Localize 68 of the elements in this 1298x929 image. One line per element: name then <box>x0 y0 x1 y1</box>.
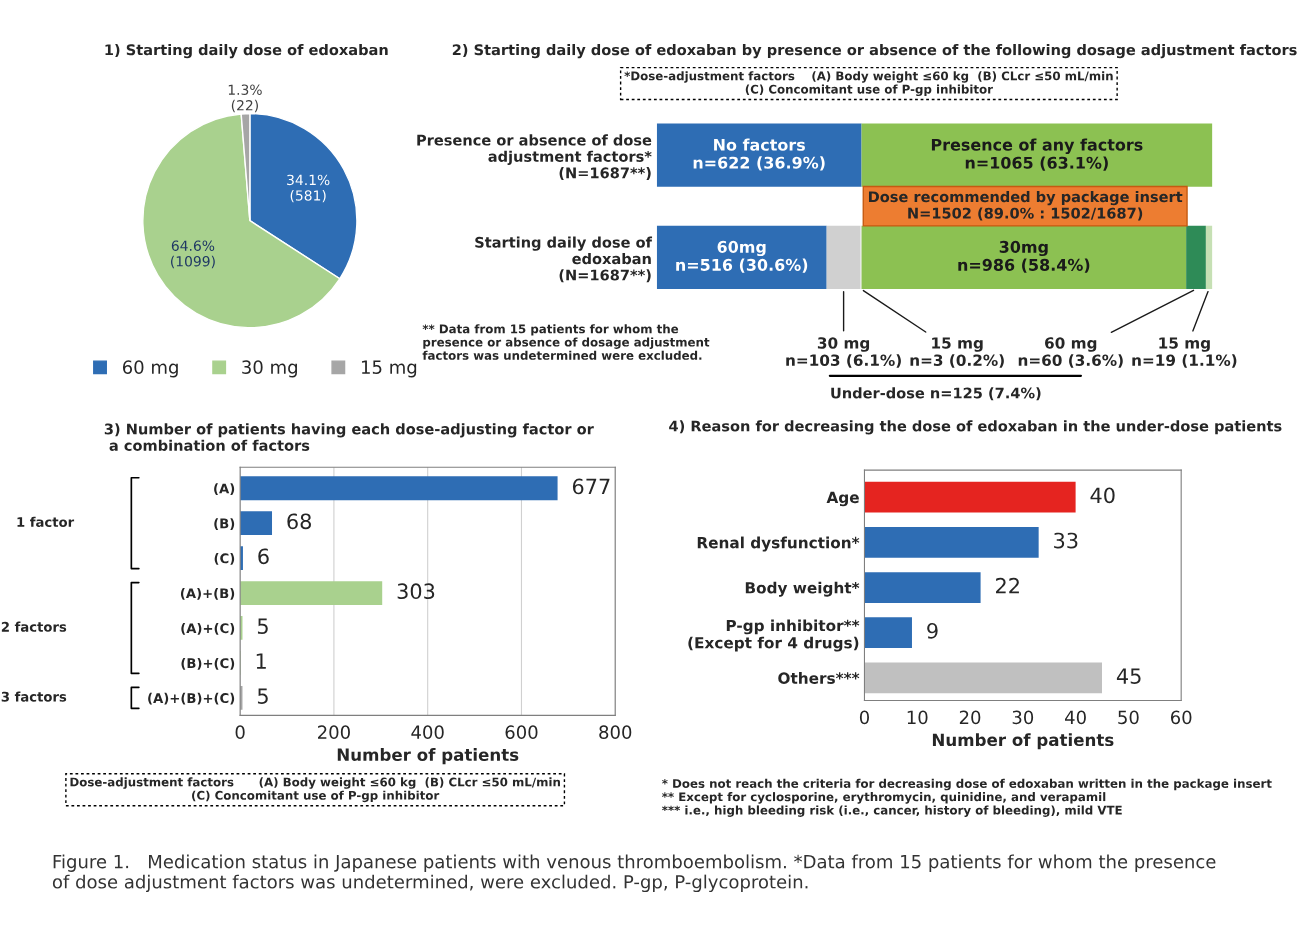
chart-title: 4) Reason for decreasing the dose of edoxaban in the under-dose patients <box>669 420 1282 435</box>
x-tick-label: 10 <box>907 710 928 725</box>
text: 3 factors <box>1 691 67 702</box>
data-label: 1 <box>256 653 266 669</box>
y-tick-label: (A) <box>214 483 235 495</box>
data-label: 6 <box>258 548 269 565</box>
y-tick-label: Presence or absence of dose adjustment factors* (N=1687**) <box>417 134 652 181</box>
x-tick-label: 30 <box>1012 710 1034 725</box>
legend-label: 30 mg <box>242 360 297 378</box>
annotation: Dose recommended by package insert N=1502 (89.0% : 1502/1687) <box>868 190 1183 221</box>
data-label: 60mg n=516 (30.6%) <box>676 240 808 273</box>
x-tick-label: 60 <box>1170 710 1192 725</box>
data-label: 30 mg n=103 (6.1%) <box>786 337 901 368</box>
y-tick-label: (A)+(B)+(C) <box>148 692 235 705</box>
data-label: 677 <box>572 478 610 495</box>
y-tick-label: P-gp inhibitor** (Except for 4 drugs) <box>688 619 860 652</box>
text: 1 factor <box>17 516 75 528</box>
x-axis-title: Number of patients <box>337 748 519 765</box>
data-label: 5 <box>257 688 268 704</box>
y-tick-label: Starting daily dose of edoxaban (N=1687**) <box>475 236 653 283</box>
text: ** Data from 15 patients for whom the presence or absence of dosage adjustment factors was undetermined were excluded. <box>422 324 710 360</box>
chart-title: 3) Number of patients having each dose-adjusting factor or a combination of factors <box>104 423 594 451</box>
y-tick-label: (A)+(B) <box>180 588 235 600</box>
data-label: 15 mg n=19 (1.1%) <box>1132 337 1237 368</box>
x-tick-label: 50 <box>1118 710 1139 725</box>
chart-title: 1) Starting daily dose of edoxaban <box>105 43 388 59</box>
y-tick-label: (B) <box>214 518 235 530</box>
text: 2 factors <box>1 621 67 632</box>
data-label: 34.1% (581) <box>287 174 330 203</box>
data-label: 15 mg n=3 (0.2%) <box>910 337 1004 368</box>
data-label: Presence of any factors n=1065 (63.1%) <box>931 138 1143 171</box>
text: * Does not reach the criteria for decreasing dose of edoxaban written in the package insert ** Except for cyclosporine, erythromycin, quinidine, and verapamil *** i.e., high bleeding risk (i.e., cancer, history of bleeding), mild VTE <box>662 778 1272 817</box>
y-tick-label: Age <box>826 491 859 507</box>
data-label: 9 <box>927 622 938 639</box>
data-label: 22 <box>996 577 1019 594</box>
text: *Dose-adjustment factors (A) Body weight ≤60 kg (B) CLcr ≤50 mL/min (C) Concomitant use of P-gp inhibitor <box>624 71 1113 97</box>
x-tick-label: 40 <box>1065 710 1086 725</box>
x-tick-label: 0 <box>235 725 245 740</box>
x-tick-label: 20 <box>959 710 981 725</box>
y-tick-label: (A)+(C) <box>181 622 235 635</box>
x-tick-label: 600 <box>505 725 538 740</box>
legend-label: 60 mg <box>122 360 178 378</box>
text: Under-dose n=125 (7.4%) <box>831 387 1041 401</box>
data-label: 64.6% (1099) <box>171 240 215 269</box>
data-label: 60 mg n=60 (3.6%) <box>1018 337 1123 368</box>
x-tick-label: 0 <box>859 710 870 725</box>
x-tick-label: 400 <box>411 725 444 740</box>
data-label: 5 <box>257 618 268 635</box>
legend-label: 15 mg <box>361 360 417 378</box>
x-axis-title: Number of patients <box>932 733 1114 750</box>
x-tick-label: 800 <box>599 725 632 740</box>
x-tick-label: 200 <box>318 725 350 740</box>
data-label: No factors n=622 (36.9%) <box>693 138 825 171</box>
y-tick-label: (B)+(C) <box>181 657 235 670</box>
data-label: 33 <box>1054 532 1078 549</box>
data-label: 30mg n=986 (58.4%) <box>958 240 1090 273</box>
data-label: 45 <box>1116 668 1141 684</box>
y-tick-label: Renal dysfunction* <box>697 536 860 552</box>
y-tick-label: Body weight* <box>745 581 860 597</box>
caption: Figure 1. Medication status in Japanese patients with venous thromboembolism. *Data from 15 patients for whom the presence of dose adjustment factors was undetermined, were excluded. P-gp, P-glycoprotein. <box>52 854 1216 893</box>
y-tick-label: Others*** <box>778 672 860 684</box>
data-label: 68 <box>287 513 311 530</box>
text: Dose-adjustment factors (A) Body weight ≤60 kg (B) CLcr ≤50 mL/min (C) Concomitant use of P-gp inhibitor <box>70 777 560 803</box>
data-label: 303 <box>397 583 435 600</box>
data-label: 1.3% (22) <box>228 84 262 113</box>
data-label: 40 <box>1090 487 1115 504</box>
chart-title: 2) Starting daily dose of edoxaban by presence or absence of the following dosage adjustment factors <box>452 43 1297 59</box>
y-tick-label: (C) <box>214 553 235 565</box>
